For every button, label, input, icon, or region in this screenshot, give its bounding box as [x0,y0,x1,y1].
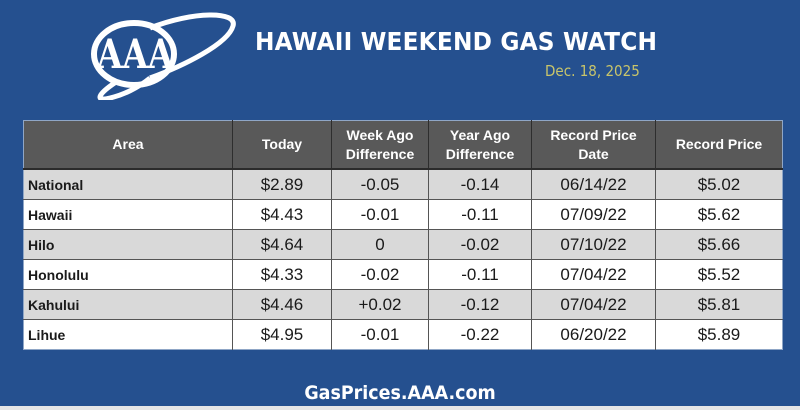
cell-area: Lihue [23,319,233,350]
cell-record-date: 06/14/22 [531,168,656,200]
gas-price-table: Area Today Week Ago Difference Year Ago Di… [23,120,783,350]
cell-record-date: 07/04/22 [531,289,656,320]
cell-record-price: $5.62 [655,199,783,230]
report-date: Dec. 18, 2025 [545,62,640,80]
page-title: HAWAII WEEKEND GAS WATCH [255,27,658,56]
cell-year-ago-diff: -0.11 [428,259,532,290]
cell-record-price: $5.66 [655,229,783,260]
table-row: National $2.89 -0.05 -0.14 06/14/22 $5.0… [23,168,783,200]
column-header-week-ago-difference: Week Ago Difference [331,120,429,170]
cell-record-date: 07/04/22 [531,259,656,290]
column-header-record-price-date: Record Price Date [531,120,656,170]
cell-record-date: 07/10/22 [531,229,656,260]
cell-area: Kahului [23,289,233,320]
cell-area: Honolulu [23,259,233,290]
table-row: Lihue $4.95 -0.01 -0.22 06/20/22 $5.89 [23,319,783,350]
footer-website: GasPrices.AAA.com [0,382,800,404]
cell-area: National [23,168,233,200]
cell-today: $4.64 [232,229,332,260]
cell-area: Hilo [23,229,233,260]
website-link-text: GasPrices.AAA.com [304,382,496,404]
cell-week-ago-diff: -0.02 [331,259,429,290]
aaa-letters: AAA [96,31,174,78]
cell-year-ago-diff: -0.11 [428,199,532,230]
bottom-border [0,406,800,410]
cell-record-price: $5.89 [655,319,783,350]
cell-today: $4.95 [232,319,332,350]
cell-record-date: 06/20/22 [531,319,656,350]
table-row: Hilo $4.64 0 -0.02 07/10/22 $5.66 [23,229,783,260]
cell-year-ago-diff: -0.14 [428,168,532,200]
cell-week-ago-diff: -0.05 [331,168,429,200]
cell-year-ago-diff: -0.22 [428,319,532,350]
table-row: Hawaii $4.43 -0.01 -0.11 07/09/22 $5.62 [23,199,783,230]
cell-area: Hawaii [23,199,233,230]
table-header-row: Area Today Week Ago Difference Year Ago Di… [23,120,783,170]
cell-record-date: 07/09/22 [531,199,656,230]
cell-today: $4.43 [232,199,332,230]
cell-record-price: $5.52 [655,259,783,290]
table-row: Kahului $4.46 +0.02 -0.12 07/04/22 $5.81 [23,289,783,320]
cell-today: $2.89 [232,168,332,200]
cell-week-ago-diff: -0.01 [331,199,429,230]
cell-week-ago-diff: +0.02 [331,289,429,320]
cell-today: $4.46 [232,289,332,320]
cell-record-price: $5.81 [655,289,783,320]
cell-record-price: $5.02 [655,168,783,200]
cell-today: $4.33 [232,259,332,290]
column-header-today: Today [232,120,332,170]
cell-week-ago-diff: 0 [331,229,429,260]
column-header-year-ago-difference: Year Ago Difference [428,120,532,170]
cell-week-ago-diff: -0.01 [331,319,429,350]
column-header-area: Area [23,120,233,170]
aaa-logo-icon: AAA [91,12,236,100]
table-row: Honolulu $4.33 -0.02 -0.11 07/04/22 $5.5… [23,259,783,290]
column-header-record-price: Record Price [655,120,783,170]
cell-year-ago-diff: -0.12 [428,289,532,320]
cell-year-ago-diff: -0.02 [428,229,532,260]
